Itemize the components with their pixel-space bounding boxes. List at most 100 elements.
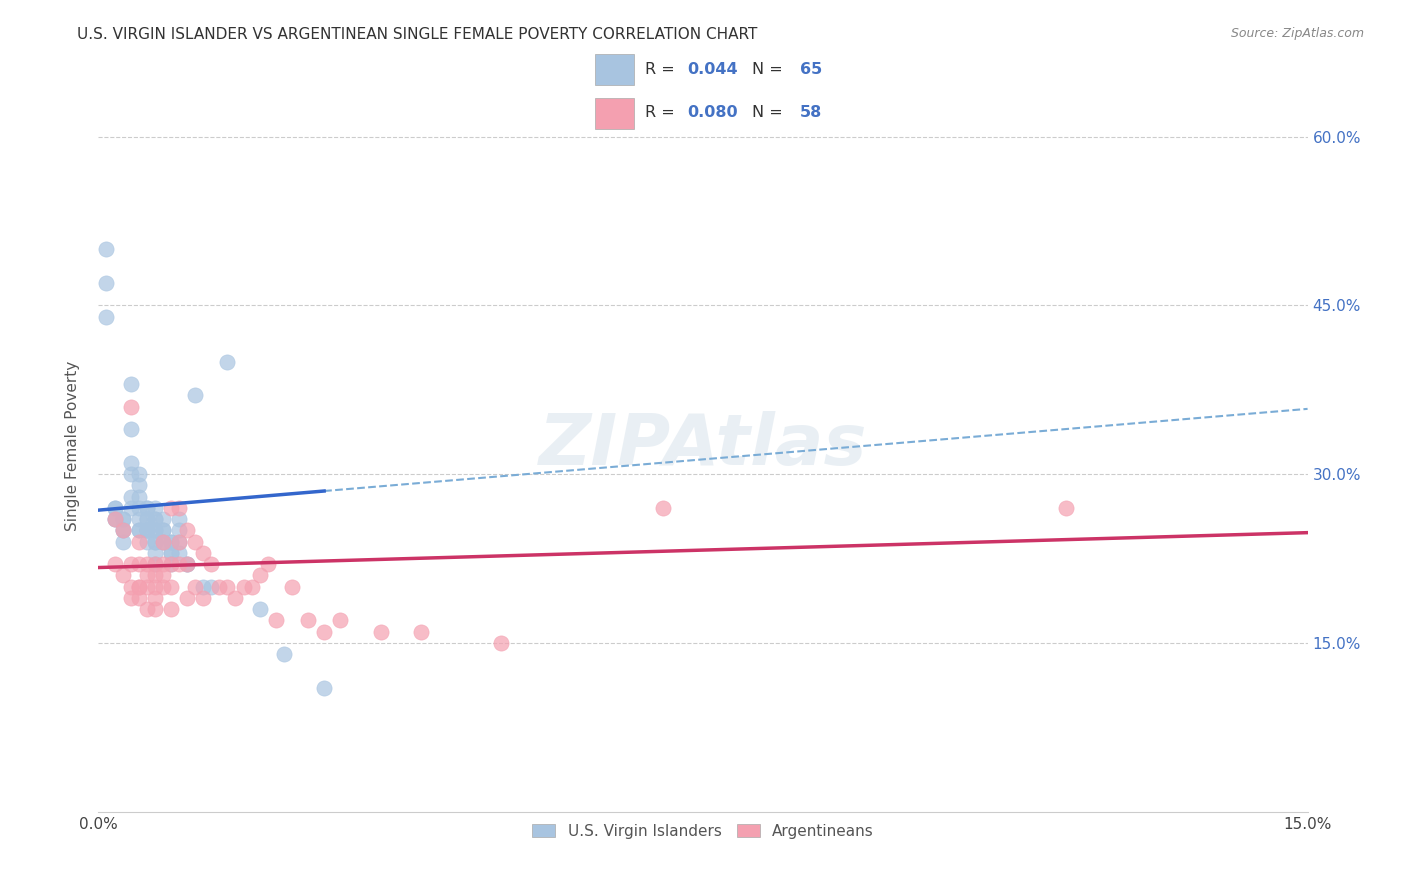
Point [160, 534, 183, 549]
Point [167, 524, 190, 538]
Point [120, 500, 142, 515]
Point [96, 310, 118, 324]
Point [152, 557, 174, 571]
Point [167, 546, 190, 560]
Point [208, 580, 231, 594]
Point [135, 524, 157, 538]
Point [314, 624, 336, 639]
Point [167, 500, 190, 515]
Text: R =: R = [645, 62, 681, 77]
Point [224, 591, 246, 605]
Point [167, 534, 190, 549]
Point [111, 524, 134, 538]
Point [491, 636, 513, 650]
Point [143, 534, 166, 549]
Bar [595, 54, 634, 85]
Point [135, 500, 157, 515]
Point [160, 557, 183, 571]
Text: U.S. VIRGIN ISLANDER VS ARGENTINEAN SINGLE FEMALE POVERTY CORRELATION CHART: U.S. VIRGIN ISLANDER VS ARGENTINEAN SING… [77, 27, 758, 42]
Point [143, 580, 166, 594]
Point [103, 512, 125, 526]
Point [135, 512, 157, 526]
Point [135, 568, 157, 582]
Legend: U.S. Virgin Islanders, Argentineans: U.S. Virgin Islanders, Argentineans [523, 814, 883, 848]
Point [152, 568, 174, 582]
Point [143, 524, 166, 538]
Point [193, 580, 215, 594]
Point [128, 557, 150, 571]
Point [176, 524, 198, 538]
Point [143, 512, 166, 526]
Point [120, 422, 142, 436]
Point [143, 512, 166, 526]
Text: Source: ZipAtlas.com: Source: ZipAtlas.com [1230, 27, 1364, 40]
Point [160, 580, 183, 594]
Point [111, 524, 134, 538]
Point [135, 602, 157, 616]
Point [111, 524, 134, 538]
Point [167, 557, 190, 571]
Point [103, 500, 125, 515]
Point [314, 681, 336, 695]
Point [128, 580, 150, 594]
Point [217, 580, 239, 594]
Point [160, 557, 183, 571]
Point [232, 580, 254, 594]
Point [111, 512, 134, 526]
Point [329, 614, 352, 628]
Point [120, 490, 142, 504]
Point [184, 388, 207, 402]
Point [135, 524, 157, 538]
Point [152, 524, 174, 538]
Point [160, 546, 183, 560]
Point [297, 614, 319, 628]
Point [103, 500, 125, 515]
Point [273, 647, 295, 661]
Point [176, 557, 198, 571]
Bar [595, 98, 634, 129]
Point [264, 614, 287, 628]
Point [120, 456, 142, 470]
Point [128, 490, 150, 504]
Point [152, 534, 174, 549]
Point [128, 478, 150, 492]
Point [103, 557, 125, 571]
Point [176, 557, 198, 571]
Point [152, 534, 174, 549]
Point [152, 524, 174, 538]
Point [184, 534, 207, 549]
Point [200, 557, 222, 571]
Point [281, 580, 304, 594]
Point [167, 534, 190, 549]
Point [96, 276, 118, 290]
Point [96, 242, 118, 256]
Point [160, 500, 183, 515]
Point [651, 500, 673, 515]
Point [120, 591, 142, 605]
Point [135, 557, 157, 571]
Point [193, 546, 215, 560]
Point [111, 568, 134, 582]
Point [103, 512, 125, 526]
Point [120, 467, 142, 482]
Text: 58: 58 [800, 105, 823, 120]
Point [135, 512, 157, 526]
Point [103, 512, 125, 526]
Point [111, 512, 134, 526]
Point [128, 591, 150, 605]
Point [120, 400, 142, 414]
Point [128, 512, 150, 526]
Point [120, 580, 142, 594]
Point [143, 591, 166, 605]
Point [143, 568, 166, 582]
Text: R =: R = [645, 105, 681, 120]
Y-axis label: Single Female Poverty: Single Female Poverty [65, 361, 80, 531]
Text: N =: N = [752, 62, 789, 77]
Point [135, 534, 157, 549]
Point [193, 591, 215, 605]
Point [111, 534, 134, 549]
Point [143, 557, 166, 571]
Point [409, 624, 432, 639]
Point [143, 602, 166, 616]
Point [128, 467, 150, 482]
